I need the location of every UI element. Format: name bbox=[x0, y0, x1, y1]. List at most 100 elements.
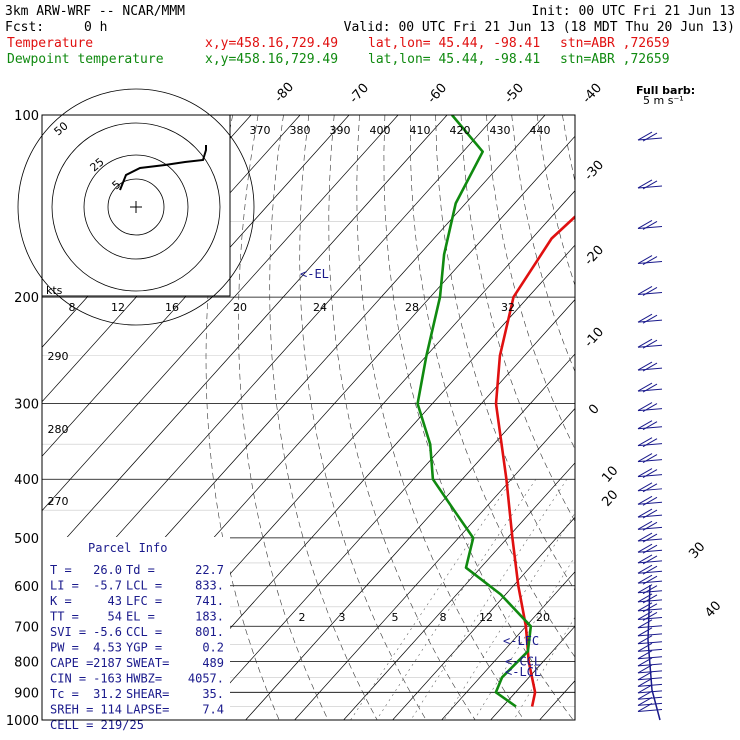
pressure-tick-label: 300 bbox=[14, 398, 39, 413]
wind-barb-flag bbox=[642, 132, 658, 142]
isotherm-label: -30 bbox=[582, 158, 607, 184]
wind-barb-flag bbox=[642, 612, 658, 621]
wind-barb-flag bbox=[637, 642, 653, 652]
dry-adiabat-line bbox=[238, 115, 329, 720]
wind-barb-flag bbox=[642, 421, 658, 431]
wind-barb-staff bbox=[637, 367, 663, 371]
wind-barb-staff bbox=[637, 580, 663, 584]
isotherm-label: -80 bbox=[272, 80, 297, 106]
wind-barb-staff bbox=[637, 549, 663, 553]
wind-barb-flag bbox=[637, 286, 653, 295]
isotherm-label: -20 bbox=[582, 243, 607, 269]
parcel-info-cell: SHEAR= bbox=[126, 687, 169, 701]
mixing-ratio-label: 8 bbox=[69, 301, 76, 314]
wind-barb-flag bbox=[642, 454, 658, 464]
wind-barb-flag bbox=[642, 544, 658, 554]
dry-adiabat-line bbox=[435, 115, 575, 591]
mixing-ratio-label: 20 bbox=[233, 301, 247, 314]
isotherm-line bbox=[589, 115, 740, 720]
isotherm-label: -60 bbox=[425, 81, 450, 107]
wind-barb-staff bbox=[637, 526, 663, 530]
wind-barb-flag bbox=[642, 438, 658, 448]
profile-dewpoint-temperature bbox=[416, 115, 533, 708]
theta-side-label: 290 bbox=[48, 350, 69, 363]
pressure-tick-label: 400 bbox=[14, 473, 39, 488]
parcel-info-cell: 183. bbox=[195, 610, 224, 624]
wind-barb-flag bbox=[642, 383, 658, 393]
wind-barb-staff bbox=[637, 608, 663, 612]
wind-barb-flag bbox=[637, 543, 653, 553]
wind-barb-staff bbox=[637, 344, 663, 348]
wind-barb-flag bbox=[642, 256, 658, 265]
wind-barb-flag bbox=[637, 255, 653, 264]
level-annotation: <-CCL bbox=[505, 655, 541, 669]
theta-label: 440 bbox=[530, 124, 551, 137]
line-stn: stn=ABR ,72659 bbox=[560, 36, 670, 51]
parcel-info-cell: YGP = bbox=[126, 641, 162, 655]
wind-profile-line bbox=[647, 584, 661, 721]
mixing-ratio-label: 24 bbox=[313, 301, 327, 314]
wind-barb-flag bbox=[637, 696, 653, 706]
parcel-info-title: Parcel Info bbox=[88, 541, 167, 555]
isotherm-line bbox=[294, 407, 575, 720]
dry-adiabat-line bbox=[689, 115, 740, 720]
level-annotation: <-LFC bbox=[503, 634, 539, 648]
pressure-tick-label: 900 bbox=[14, 686, 39, 701]
line-xy: x,y=458.16,729.49 bbox=[205, 36, 338, 51]
wind-barb-staff bbox=[637, 633, 663, 637]
wind-barb-flag bbox=[642, 339, 658, 349]
isotherm-label: 0 bbox=[586, 402, 603, 418]
parcel-info-cell: LAPSE= bbox=[126, 703, 169, 717]
wind-barb-staff bbox=[637, 648, 663, 652]
line-stn: stn=ABR ,72659 bbox=[560, 52, 670, 67]
sounding-profiles bbox=[416, 115, 575, 708]
wind-barb-staff bbox=[637, 443, 663, 447]
wind-barb-staff bbox=[637, 683, 663, 687]
theta-label: 420 bbox=[450, 124, 471, 137]
isotherm-line bbox=[490, 625, 575, 720]
pressure-tick-label: 800 bbox=[14, 655, 39, 670]
wind-barb-staff bbox=[637, 474, 663, 478]
fcst-label: Fcst: bbox=[5, 20, 44, 35]
isotherm-line bbox=[42, 115, 399, 512]
mixing-ratio-line bbox=[410, 479, 568, 720]
wind-barb-flag bbox=[642, 483, 658, 493]
mixing-ratio-label: 28 bbox=[405, 301, 419, 314]
line-latlon: lat,lon= 45.44, -98.41 bbox=[368, 52, 540, 67]
theta-side-label: 280 bbox=[48, 423, 69, 436]
wind-barb-staff bbox=[637, 291, 663, 295]
theta-side-label: 270 bbox=[48, 495, 69, 508]
wind-barb-flag bbox=[642, 221, 658, 230]
parcel-info-cell: 22.7 bbox=[195, 563, 224, 577]
wind-barb-flag bbox=[642, 496, 658, 506]
isotherm-label: -40 bbox=[580, 81, 605, 107]
pressure-tick-label: 500 bbox=[14, 532, 39, 547]
wind-barb-flag bbox=[642, 403, 658, 413]
isotherm-line bbox=[441, 571, 575, 720]
dry-adiabat-line bbox=[715, 115, 740, 720]
pressure-tick-label: 200 bbox=[14, 291, 39, 306]
parcel-info-cell: -163 bbox=[93, 672, 122, 686]
wind-barb-staff bbox=[637, 488, 663, 492]
wind-barb-staff bbox=[637, 426, 663, 430]
mixing-ratio-label: 12 bbox=[479, 611, 493, 624]
fcst-value: 0 h bbox=[84, 20, 107, 35]
wind-barb-flag bbox=[642, 314, 658, 324]
wind-barb-flag bbox=[642, 603, 658, 613]
isotherm-label: -50 bbox=[502, 81, 527, 107]
parcel-info-cell: TT = bbox=[50, 610, 79, 624]
plot-frame bbox=[41, 114, 576, 721]
pressure-tick-label: 1000 bbox=[6, 714, 39, 729]
parcel-info-cell: LFC = bbox=[126, 594, 162, 608]
wind-barb-staff bbox=[637, 560, 663, 564]
wind-barb-flag bbox=[637, 690, 653, 700]
parcel-info-cell-motion: CELL = 219/25 bbox=[50, 718, 144, 732]
isotherm-line bbox=[42, 115, 448, 566]
parcel-info-cell: 833. bbox=[195, 579, 224, 593]
isotherm-line bbox=[196, 299, 575, 720]
dry-adiabat-line bbox=[613, 115, 740, 720]
parcel-info-cell: CAPE = bbox=[50, 656, 93, 670]
parcel-info-cell: LCL = bbox=[126, 579, 162, 593]
wind-barb-staff bbox=[637, 459, 663, 463]
